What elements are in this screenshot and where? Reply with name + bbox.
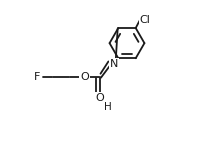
Text: F: F (33, 71, 40, 82)
Text: O: O (95, 93, 104, 103)
Text: H: H (104, 102, 111, 112)
Text: Cl: Cl (139, 15, 150, 24)
Text: O: O (80, 71, 89, 82)
Text: N: N (109, 59, 118, 69)
